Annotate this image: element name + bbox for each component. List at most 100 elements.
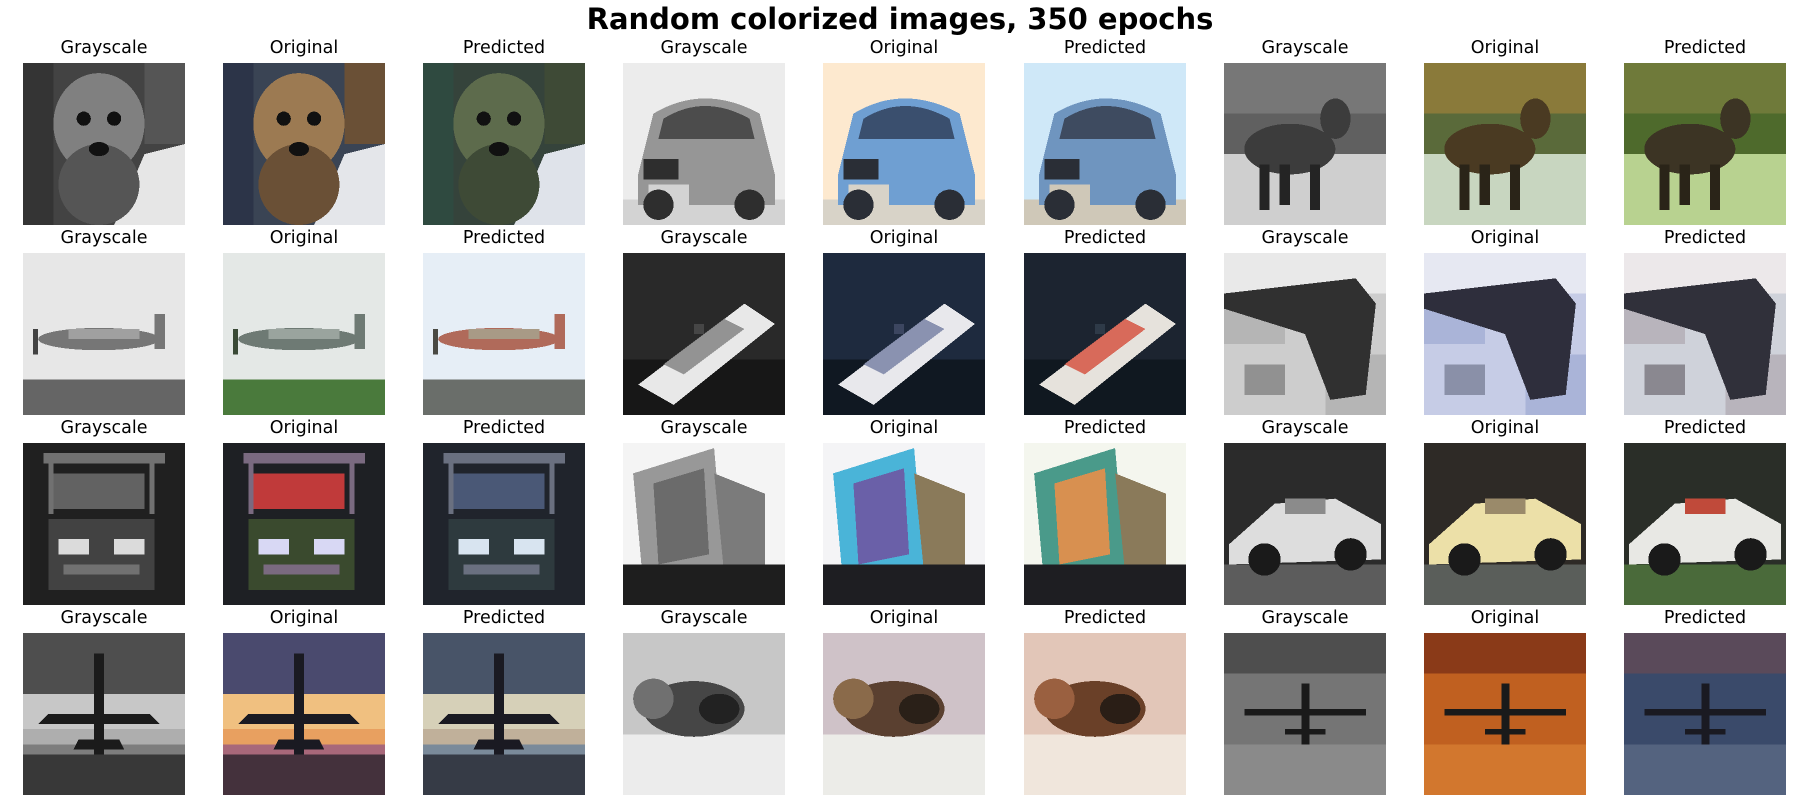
- truck-front-orig-image: [223, 443, 385, 605]
- image-panel-gray: Grayscale: [623, 608, 785, 796]
- panel-caption: Grayscale: [1261, 418, 1349, 438]
- panel-caption: Grayscale: [60, 608, 148, 628]
- image-panel-gray: Grayscale: [623, 228, 785, 416]
- truck-front-pred-image: [423, 443, 585, 605]
- panel-caption: Predicted: [1663, 418, 1747, 438]
- jet-sunset-gray-image: [23, 633, 185, 795]
- ship-gray-image: [623, 253, 785, 415]
- panel-caption: Grayscale: [660, 418, 748, 438]
- plane-silhouette-gray-image: [1224, 633, 1386, 795]
- stealth-gray-image: [1224, 253, 1386, 415]
- panel-caption: Original: [269, 608, 339, 628]
- image-panel-gray: Grayscale: [23, 608, 185, 796]
- panel-caption: Predicted: [462, 38, 546, 58]
- image-panel-gray: Grayscale: [623, 38, 785, 226]
- panel-caption: Grayscale: [660, 38, 748, 58]
- image-panel-orig: Original: [223, 38, 385, 226]
- panel-caption: Grayscale: [1261, 38, 1349, 58]
- image-panel-gray: Grayscale: [1224, 38, 1386, 226]
- truck-box-gray-image: [623, 443, 785, 605]
- airplane-prop-gray-image: [23, 253, 185, 415]
- panel-caption: Original: [1470, 38, 1540, 58]
- truck-box-pred-image: [1024, 443, 1186, 605]
- panel-caption: Predicted: [1063, 228, 1147, 248]
- image-panel-orig: Original: [223, 418, 385, 606]
- deer-orig-image: [1424, 63, 1586, 225]
- panel-caption: Predicted: [462, 418, 546, 438]
- panel-caption: Grayscale: [1261, 608, 1349, 628]
- image-panel-orig: Original: [1424, 38, 1586, 226]
- panel-caption: Original: [1470, 608, 1540, 628]
- airplane-prop-pred-image: [423, 253, 585, 415]
- panel-caption: Original: [869, 418, 939, 438]
- jet-sunset-pred-image: [423, 633, 585, 795]
- panel-caption: Grayscale: [60, 418, 148, 438]
- cat-pred-image: [1024, 633, 1186, 795]
- plane-silhouette-pred-image: [1624, 633, 1786, 795]
- image-panel-gray: Grayscale: [623, 418, 785, 606]
- convertible-pred-image: [1624, 443, 1786, 605]
- image-panel-pred: Predicted: [423, 228, 585, 416]
- truck-front-gray-image: [23, 443, 185, 605]
- panel-caption: Grayscale: [1261, 228, 1349, 248]
- image-panel-pred: Predicted: [1024, 228, 1186, 416]
- image-panel-pred: Predicted: [1024, 418, 1186, 606]
- panel-caption: Predicted: [1663, 228, 1747, 248]
- panel-caption: Original: [269, 38, 339, 58]
- image-panel-orig: Original: [1424, 608, 1586, 796]
- car-orig-image: [823, 63, 985, 225]
- panel-caption: Original: [269, 228, 339, 248]
- image-panel-pred: Predicted: [423, 38, 585, 226]
- figure-title: Random colorized images, 350 epochs: [586, 2, 1214, 36]
- image-panel-orig: Original: [823, 38, 985, 226]
- image-panel-pred: Predicted: [1024, 608, 1186, 796]
- image-panel-pred: Predicted: [423, 608, 585, 796]
- panel-caption: Predicted: [1063, 38, 1147, 58]
- stealth-orig-image: [1424, 253, 1586, 415]
- ship-orig-image: [823, 253, 985, 415]
- image-panel-pred: Predicted: [423, 418, 585, 606]
- panel-caption: Original: [1470, 228, 1540, 248]
- image-panel-pred: Predicted: [1024, 38, 1186, 226]
- image-panel-gray: Grayscale: [23, 418, 185, 606]
- image-panel-orig: Original: [223, 608, 385, 796]
- jet-sunset-orig-image: [223, 633, 385, 795]
- stealth-pred-image: [1624, 253, 1786, 415]
- image-panel-pred: Predicted: [1624, 608, 1786, 796]
- panel-caption: Predicted: [1663, 608, 1747, 628]
- plane-silhouette-orig-image: [1424, 633, 1586, 795]
- truck-box-orig-image: [823, 443, 985, 605]
- image-panel-orig: Original: [1424, 418, 1586, 606]
- image-panel-orig: Original: [823, 608, 985, 796]
- image-panel-gray: Grayscale: [1224, 228, 1386, 416]
- image-panel-pred: Predicted: [1624, 418, 1786, 606]
- cat-gray-image: [623, 633, 785, 795]
- dog-pred-image: [423, 63, 585, 225]
- dog-gray-image: [23, 63, 185, 225]
- ship-pred-image: [1024, 253, 1186, 415]
- image-panel-gray: Grayscale: [23, 38, 185, 226]
- image-panel-pred: Predicted: [1624, 228, 1786, 416]
- panel-caption: Predicted: [462, 228, 546, 248]
- image-panel-orig: Original: [823, 228, 985, 416]
- image-panel-gray: Grayscale: [1224, 608, 1386, 796]
- panel-caption: Predicted: [1063, 418, 1147, 438]
- image-panel-orig: Original: [823, 418, 985, 606]
- image-panel-orig: Original: [1424, 228, 1586, 416]
- panel-caption: Predicted: [1063, 608, 1147, 628]
- panel-caption: Original: [269, 418, 339, 438]
- deer-pred-image: [1624, 63, 1786, 225]
- panel-caption: Original: [1470, 418, 1540, 438]
- panel-caption: Grayscale: [660, 228, 748, 248]
- image-panel-orig: Original: [223, 228, 385, 416]
- image-panel-gray: Grayscale: [23, 228, 185, 416]
- car-gray-image: [623, 63, 785, 225]
- panel-caption: Original: [869, 228, 939, 248]
- image-panel-pred: Predicted: [1624, 38, 1786, 226]
- panel-caption: Predicted: [1663, 38, 1747, 58]
- panel-caption: Grayscale: [60, 228, 148, 248]
- car-pred-image: [1024, 63, 1186, 225]
- convertible-gray-image: [1224, 443, 1386, 605]
- panel-caption: Original: [869, 38, 939, 58]
- panel-caption: Original: [869, 608, 939, 628]
